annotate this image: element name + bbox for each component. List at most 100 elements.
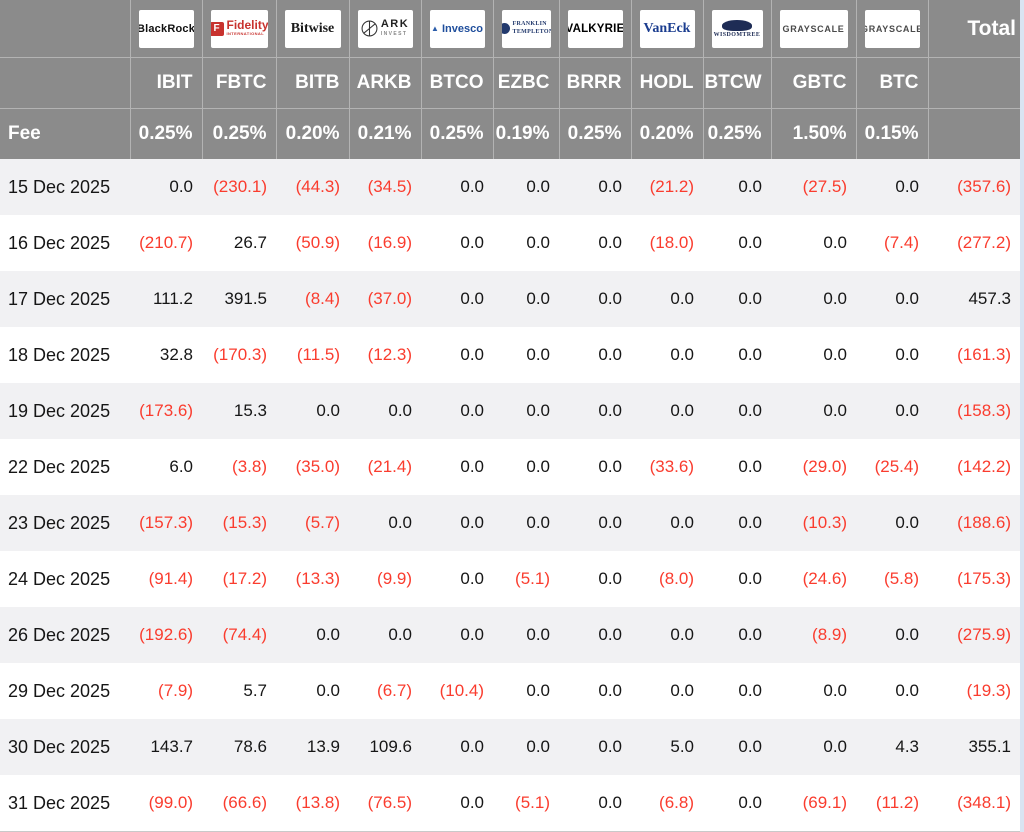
date-cell: 26 Dec 2025 [8,624,111,645]
franklin-wordmark-line1: FRANKLIN [512,21,547,28]
flow-cell: 0.0 [316,625,340,644]
wisdomtree-logo-cell: WISDOMTREE [703,0,772,58]
fee-btcw: 0.25% [703,108,772,159]
date-cell: 18 Dec 2025 [8,344,111,365]
flow-cell: 0.0 [670,625,694,644]
ticker-btco: BTCO [421,57,494,109]
flow-cell: 0.0 [598,681,622,700]
flow-cell: 0.0 [526,681,550,700]
fidelity-subtext: INTERNATIONAL [226,31,265,37]
total-cell: (277.2) [957,233,1011,252]
flow-cell: (157.3) [139,513,193,532]
total-cell: (357.6) [957,177,1011,196]
flow-cell: (18.0) [649,233,694,252]
flow-cell: (69.1) [802,793,847,812]
flow-cell: 0.0 [670,345,694,364]
table-row: 29 Dec 2025 (7.9) 5.7 0.0 (6.7) (10.4) 0.0 0.0 0… [0,663,1020,719]
total-cell: 355.1 [968,737,1011,756]
date-cell: 24 Dec 2025 [8,568,111,589]
flow-cell: 0.0 [526,345,550,364]
flow-cell: 0.0 [388,513,412,532]
flow-cell: (91.4) [148,569,193,588]
flow-cell: (170.3) [213,345,267,364]
flow-cell: 391.5 [224,289,267,308]
flow-cell: (21.2) [649,177,694,196]
flow-cell: 78.6 [233,737,267,756]
flow-cell: 0.0 [598,289,622,308]
total-cell: (188.6) [957,513,1011,532]
flow-cell: 0.0 [526,513,550,532]
flow-cell: 0.0 [598,625,622,644]
flow-cell: (37.0) [367,289,412,308]
ticker-fbtc: FBTC [202,57,277,109]
vaneck-logo-cell: VanEck [631,0,704,58]
flow-cell: 5.7 [243,681,267,700]
flow-cell: (35.0) [295,457,340,476]
fee-bitb: 0.20% [276,108,350,159]
date-cell: 31 Dec 2025 [8,792,111,813]
flow-cell: 0.0 [823,737,847,756]
wisdomtree-wordmark: WISDOMTREE [713,31,761,38]
date-cell: 17 Dec 2025 [8,288,111,309]
date-cell: 16 Dec 2025 [8,232,111,253]
flow-cell: 0.0 [460,401,484,420]
flow-cell: (5.1) [515,569,550,588]
flow-cell: 0.0 [823,345,847,364]
ticker-gbtc: GBTC [771,57,857,109]
flow-cell: 0.0 [460,177,484,196]
fee-btc: 0.15% [856,108,929,159]
flow-cell: (5.8) [884,569,919,588]
flow-cell: 0.0 [460,737,484,756]
franklin-logo: FRANKLIN TEMPLETON [501,9,551,48]
ticker-brrr: BRRR [559,57,632,109]
date-cell: 23 Dec 2025 [8,512,111,533]
flow-cell: 0.0 [738,457,762,476]
flow-cell: 0.0 [738,513,762,532]
flow-cell: (5.7) [305,513,340,532]
ark-wordmark: ARK [380,18,410,30]
flow-cell: 0.0 [598,233,622,252]
flow-cell: 0.0 [460,233,484,252]
flow-cell: (16.9) [367,233,412,252]
fee-brrr: 0.25% [559,108,632,159]
flow-cell: (10.4) [439,681,484,700]
flow-cell: 0.0 [738,793,762,812]
total-header: Total [928,0,1020,58]
flow-cell: (8.0) [659,569,694,588]
wisdomtree-tree-icon [722,19,752,31]
flow-cell: (13.3) [295,569,340,588]
flow-cell: (230.1) [213,177,267,196]
flow-cell: (11.2) [875,793,919,812]
flow-cell: (7.4) [884,233,919,252]
grayscale-wordmark: GRAYSCALE [864,23,920,34]
flow-cell: 0.0 [895,345,919,364]
fee-hodl: 0.20% [631,108,704,159]
flow-cell: (10.3) [802,513,847,532]
flow-cell: (17.2) [222,569,267,588]
flow-cell: (192.6) [139,625,193,644]
corner-cell [0,0,131,58]
fidelity-logo: F Fidelity INTERNATIONAL [210,9,268,48]
valkyrie-logo-cell: VALKYRIE [559,0,632,58]
ticker-arkb: ARKB [349,57,422,109]
valkyrie-logo: VALKYRIE [567,9,623,48]
invesco-mountain-icon: ▲ [431,23,439,33]
flow-cell: (210.7) [139,233,193,252]
flow-cell: 0.0 [598,401,622,420]
flow-cell: 0.0 [598,793,622,812]
ticker-header-row: IBIT FBTC BITB ARKB BTCO EZBC BRRR HODL BTCW GBTC… [0,57,1020,109]
flow-cell: 0.0 [738,625,762,644]
ark-logo: ARK INVEST [357,9,413,48]
fee-arkb: 0.21% [349,108,422,159]
blackrock-logo: BlackRock [138,9,194,48]
flow-cell: 0.0 [823,681,847,700]
flow-cell: 111.2 [152,289,193,308]
flow-cell: (25.4) [874,457,919,476]
flow-cell: 0.0 [316,681,340,700]
flow-cell: 5.0 [670,737,694,756]
table-row: 16 Dec 2025 (210.7) 26.7 (50.9) (16.9) 0.0 0.0… [0,215,1020,271]
flow-cell: 4.3 [895,737,919,756]
fidelity-wordmark: Fidelity [226,18,268,33]
flow-cell: 0.0 [823,289,847,308]
